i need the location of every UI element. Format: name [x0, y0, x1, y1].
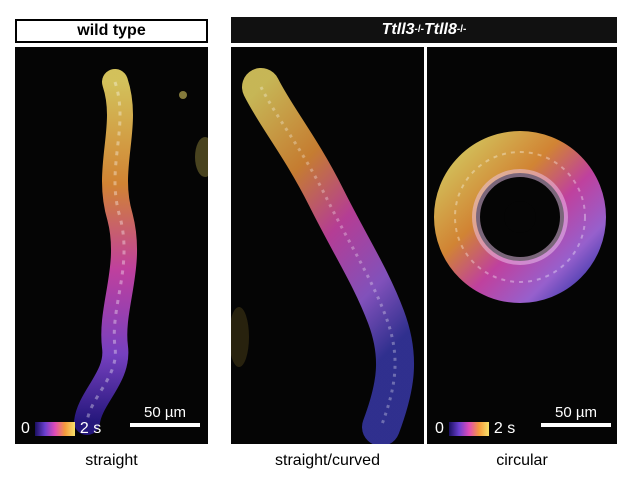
- sperm-trajectory-straight: [74, 69, 208, 435]
- caption-straight-curved: straight/curved: [275, 452, 380, 469]
- sperm-trajectory-circular: [434, 131, 606, 303]
- caption-circular: circular: [496, 452, 548, 469]
- scalebar: 50 µm: [541, 404, 611, 427]
- scalebar: 50 µm: [130, 404, 200, 427]
- colorbar: 0 2 s: [21, 420, 102, 437]
- caption-straight: straight: [85, 452, 138, 469]
- colorbar: 0 2 s: [435, 420, 516, 437]
- panel-mutant-circular: 0 2 s 50 µm: [427, 47, 617, 444]
- colorbar-gradient: [448, 422, 489, 436]
- panel-wild-type: 0 2 s 50 µm: [15, 47, 208, 444]
- colorbar-gradient: [34, 422, 75, 436]
- panel-mutant-curved: [231, 47, 424, 444]
- header-mutant: Ttll3 -/- Ttll8 -/-: [231, 17, 617, 43]
- sperm-trajectory-curved: [231, 68, 414, 444]
- header-wild-type: wild type: [15, 19, 208, 43]
